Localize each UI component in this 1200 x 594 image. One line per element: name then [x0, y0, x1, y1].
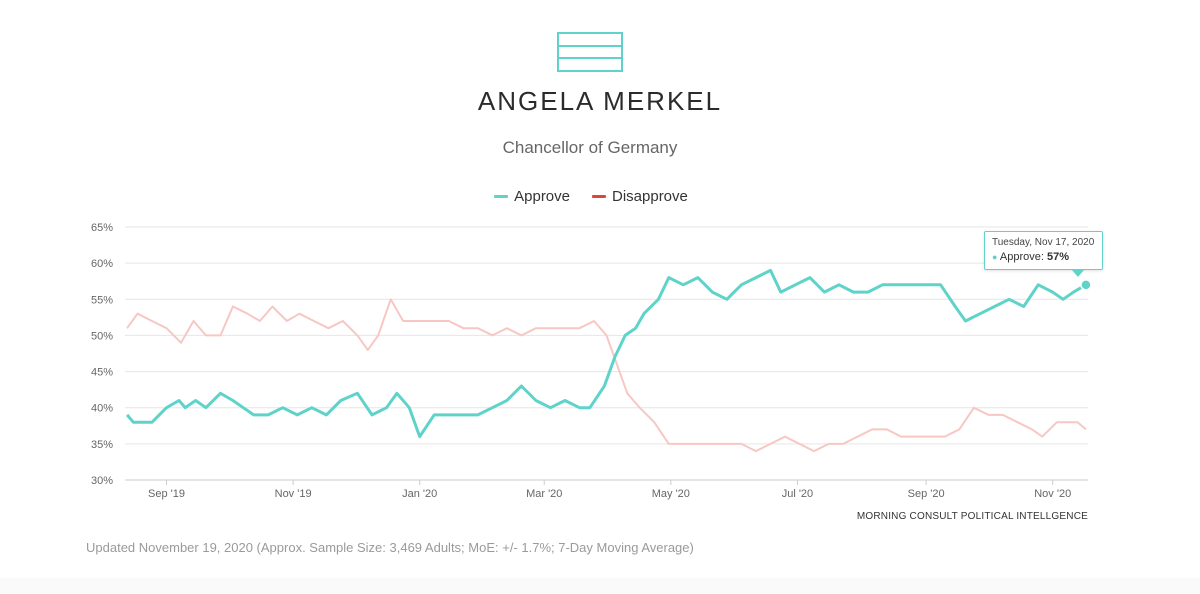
flag-icon	[557, 32, 623, 72]
y-tick-label: 30%	[91, 475, 113, 487]
x-tick-label: Nov '19	[275, 488, 312, 500]
footer-note: Updated November 19, 2020 (Approx. Sampl…	[86, 540, 694, 555]
chart-tooltip: Tuesday, Nov 17, 2020 ● Approve: 57%	[984, 231, 1104, 270]
x-tick-label: Nov '20	[1034, 488, 1071, 500]
tooltip-dot-icon: ●	[992, 252, 998, 262]
y-tick-label: 65%	[91, 222, 113, 234]
legend-label-approve: Approve	[514, 188, 570, 205]
x-tick-label: May '20	[652, 488, 690, 500]
x-tick-label: Jan '20	[402, 488, 437, 500]
x-tick-label: Jul '20	[782, 488, 813, 500]
chart-credit: MORNING CONSULT POLITICAL INTELLGENCE	[856, 511, 1088, 522]
y-tick-label: 50%	[91, 330, 113, 342]
y-tick-label: 40%	[91, 403, 113, 415]
y-tick-label: 55%	[91, 294, 113, 306]
tooltip-value: 57%	[1046, 251, 1070, 263]
legend-swatch-approve	[494, 195, 509, 198]
legend-label-disapprove: Disapprove	[612, 188, 688, 205]
legend-swatch-disapprove	[592, 195, 606, 198]
highlight-point	[1080, 279, 1092, 291]
tooltip-series-label: Approve:	[999, 251, 1044, 263]
legend-item-approve[interactable]: Approve	[494, 188, 570, 205]
x-tick-label: Sep '20	[908, 488, 945, 500]
chart-legend: Approve Disapprove	[0, 188, 1182, 205]
x-tick-label: Mar '20	[526, 488, 562, 500]
series-line-disapprove	[126, 298, 1087, 453]
y-tick-label: 35%	[91, 439, 113, 451]
tooltip-date: Tuesday, Nov 17, 2020	[992, 237, 1095, 248]
page-title: ANGELA MERKEL	[477, 86, 723, 116]
bottom-band	[0, 578, 1200, 594]
legend-item-disapprove[interactable]: Disapprove	[592, 188, 688, 205]
approval-chart: 30% 35% 40% 45% 50% 55% 60% 65% Sep '19 Nov '19 Ja…	[91, 222, 1092, 500]
x-tick-label: Sep '19	[148, 488, 185, 500]
page-subtitle: Chancellor of Germany	[502, 138, 678, 157]
series-line-approve	[125, 268, 1087, 439]
tooltip-pointer	[1072, 270, 1084, 277]
y-tick-label: 45%	[91, 367, 113, 379]
y-tick-label: 60%	[91, 258, 113, 270]
